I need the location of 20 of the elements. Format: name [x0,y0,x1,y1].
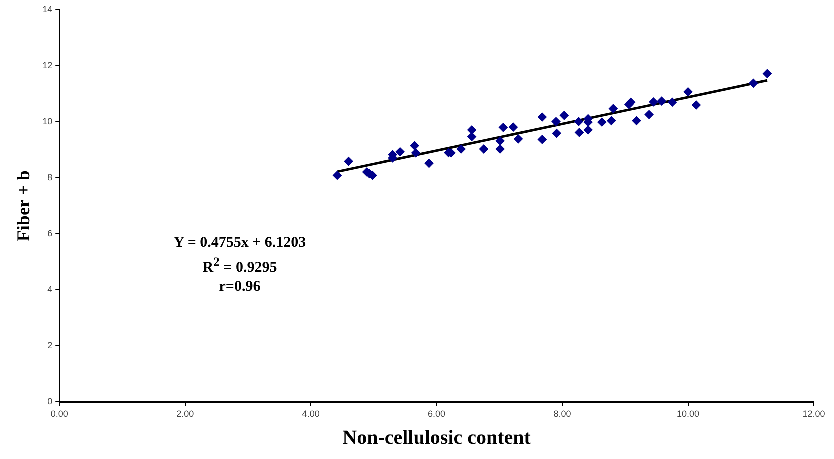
annotation: R$^{2}$ = 0.9295 [202,254,278,278]
y-tick-label: 6 [48,228,53,239]
annotation: Y = 0.4755x + 6.1203 [172,234,308,253]
y-tick-label: 2 [48,340,53,351]
x-tick-label: 10.00 [677,409,700,420]
y-tick-label: 12 [42,60,53,71]
annotation: r=0.96 [218,278,262,297]
y-axis-title: Fiber + b [13,170,34,242]
y-tick-label: 0 [48,396,53,407]
y-tick-label: 10 [42,116,53,127]
x-tick-label: 4.00 [302,409,320,420]
x-tick-label: 12.00 [802,409,826,420]
x-tick-label: 2.00 [176,409,194,420]
x-tick-label: 8.00 [554,409,572,420]
y-tick-label: 4 [48,284,53,295]
y-tick-label: 8 [48,172,53,183]
x-tick-label: 6.00 [428,409,446,420]
x-axis-title: Non-cellulosic content [342,427,532,450]
x-tick-label: 0.00 [50,409,68,420]
y-tick-label: 14 [42,4,53,14]
